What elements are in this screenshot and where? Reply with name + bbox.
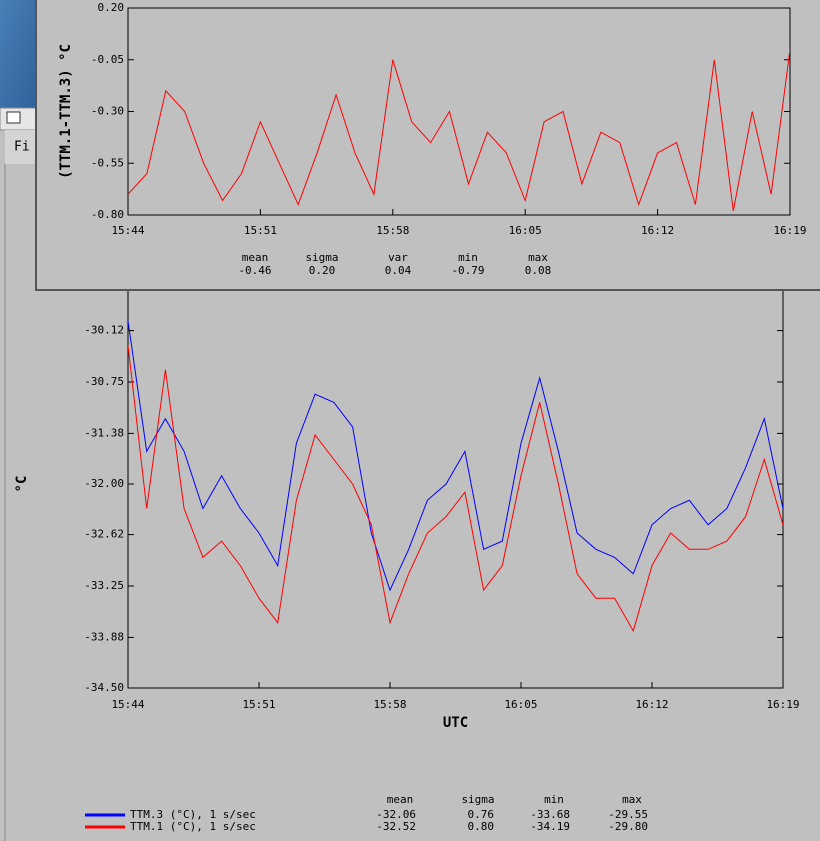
y-tick-label: -0.30 <box>91 105 124 118</box>
x-tick-label: 16:05 <box>509 224 542 237</box>
y-tick-label: -34.50 <box>84 681 124 694</box>
y-tick-label: -30.12 <box>84 324 124 337</box>
desktop <box>0 0 40 108</box>
y-axis-label: °C <box>14 476 30 493</box>
x-tick-label: 15:58 <box>373 698 406 711</box>
stats-value: 0.04 <box>385 264 412 277</box>
y-axis-label: (TTM.1-TTM.3) °C <box>58 44 74 179</box>
x-tick-label: 16:12 <box>635 698 668 711</box>
stats-header: var <box>388 251 408 264</box>
stats-value: 0.80 <box>468 820 495 833</box>
window-icon[interactable] <box>6 111 21 124</box>
y-tick-label: -32.62 <box>84 528 124 541</box>
x-tick-label: 15:58 <box>376 224 409 237</box>
stats-value: -34.19 <box>530 820 570 833</box>
menu-item[interactable]: Fi <box>14 140 30 155</box>
stats-value: -29.80 <box>608 820 648 833</box>
stats-header: max <box>622 793 642 806</box>
y-tick-label: -33.25 <box>84 579 124 592</box>
y-tick-label: -0.05 <box>91 53 124 66</box>
stats-value: -32.06 <box>376 808 416 821</box>
stats-value: 0.20 <box>309 264 336 277</box>
data-line <box>128 320 783 592</box>
stats-header: min <box>458 251 478 264</box>
legend-label: TTM.3 (°C), 1 s/sec <box>130 808 256 821</box>
y-tick-label: -31.38 <box>84 426 124 439</box>
stats-header: sigma <box>305 251 338 264</box>
x-tick-label: 15:51 <box>242 698 275 711</box>
data-line <box>128 49 790 211</box>
legend-label: TTM.1 (°C), 1 s/sec <box>130 820 256 833</box>
y-tick-label: -30.75 <box>84 375 124 388</box>
x-tick-label: 16:12 <box>641 224 674 237</box>
x-tick-label: 16:05 <box>504 698 537 711</box>
stats-value: 0.76 <box>468 808 495 821</box>
stats-value: -0.46 <box>238 264 271 277</box>
y-tick-label: -0.80 <box>91 208 124 221</box>
x-tick-label: 15:44 <box>111 698 144 711</box>
stats-value: 0.08 <box>525 264 552 277</box>
x-tick-label: 16:19 <box>773 224 806 237</box>
y-tick-label: 0.20 <box>98 1 125 14</box>
y-tick-label: -33.88 <box>84 630 124 643</box>
window-frame <box>35 0 820 291</box>
stats-value: -33.68 <box>530 808 570 821</box>
chart: -0.80 -0.55 -0.30 -0.05 0.20 15:44 15:51 15:58 1… <box>58 1 807 277</box>
data-line <box>128 345 783 633</box>
y-tick-label: -32.00 <box>84 477 124 490</box>
front-window: -0.80 -0.55 -0.30 -0.05 0.20 15:44 15:51 15:58 1… <box>35 0 820 291</box>
stats-header: mean <box>387 793 414 806</box>
stats-value: -32.52 <box>376 820 416 833</box>
stats-header: mean <box>242 251 269 264</box>
y-tick-label: -0.55 <box>91 156 124 169</box>
x-tick-label: 15:44 <box>111 224 144 237</box>
stats-header: sigma <box>461 793 494 806</box>
x-tick-label: 15:51 <box>244 224 277 237</box>
stats-header: min <box>544 793 564 806</box>
x-tick-label: 16:19 <box>766 698 799 711</box>
stats-header: max <box>528 251 548 264</box>
x-axis-label: UTC <box>443 715 468 731</box>
stats-value: -0.79 <box>451 264 484 277</box>
stats-value: -29.55 <box>608 808 648 821</box>
